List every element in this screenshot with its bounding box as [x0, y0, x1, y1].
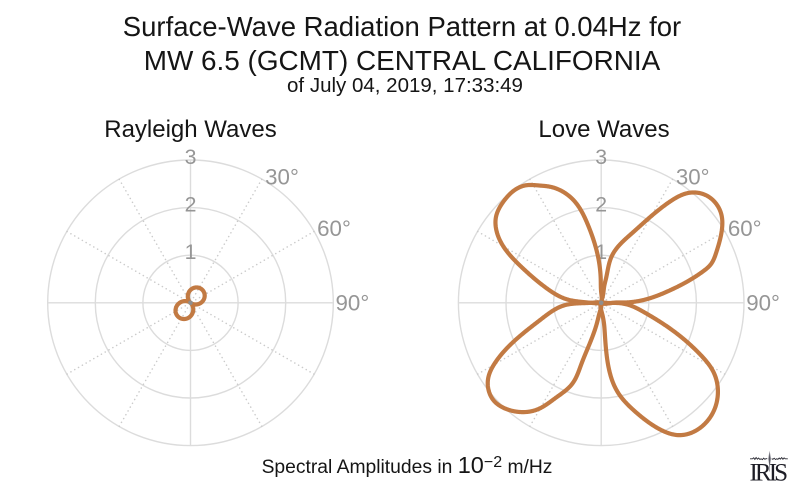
svg-text:3: 3 — [595, 145, 607, 169]
svg-text:3: 3 — [185, 145, 197, 169]
svg-text:90°: 90° — [746, 290, 780, 315]
svg-text:30°: 30° — [265, 165, 299, 190]
svg-text:60°: 60° — [728, 216, 762, 241]
svg-text:60°: 60° — [317, 216, 351, 241]
svg-text:IRIS: IRIS — [750, 460, 789, 487]
svg-text:2: 2 — [595, 193, 607, 217]
svg-text:30°: 30° — [676, 165, 710, 190]
svg-text:90°: 90° — [336, 290, 370, 315]
svg-text:2: 2 — [185, 193, 197, 217]
svg-text:1: 1 — [595, 240, 607, 264]
svg-text:1: 1 — [185, 240, 197, 264]
